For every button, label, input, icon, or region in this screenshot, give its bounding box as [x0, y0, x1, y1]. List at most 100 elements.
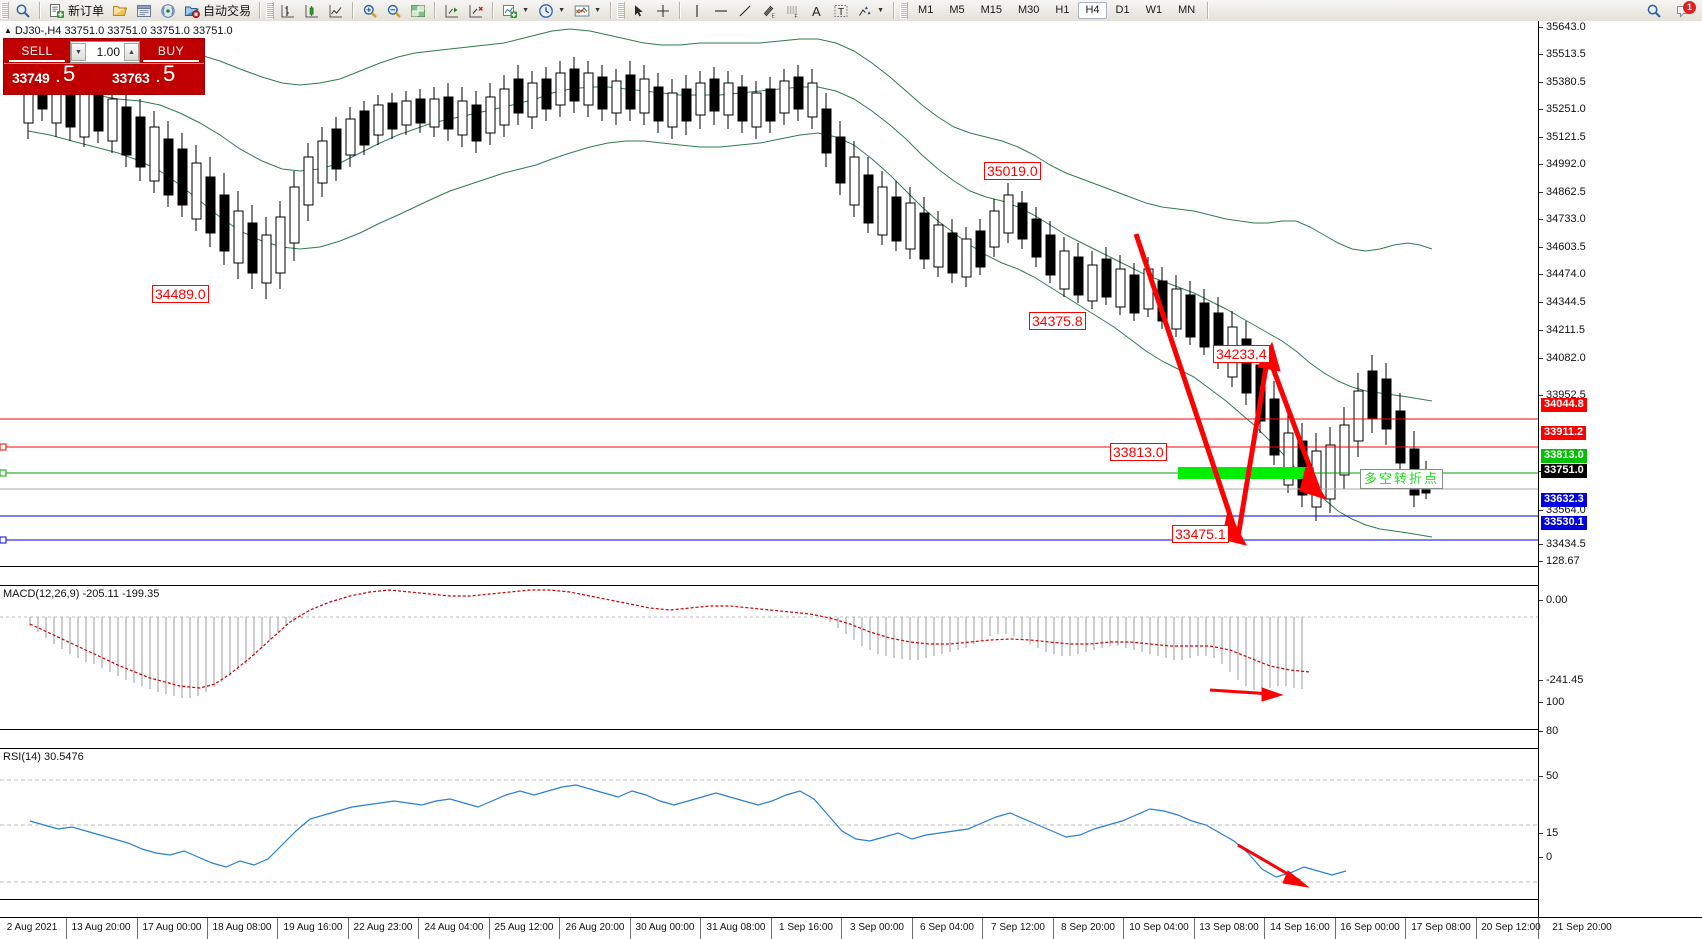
- signal-globe-icon: [161, 3, 175, 18]
- timeframe-m1[interactable]: M1: [918, 4, 934, 16]
- timeframe-m15[interactable]: M15: [980, 4, 1002, 16]
- indicators-button[interactable]: ▼: [498, 0, 534, 21]
- bar-chart-button[interactable]: [276, 0, 300, 21]
- one-click-trading-panel[interactable]: SELL ▼ 1.00 ▲ BUY 33749 . 5 33763 . 5: [3, 38, 205, 95]
- auto-scroll-button[interactable]: [464, 0, 488, 21]
- toolbar-separator: [39, 2, 41, 19]
- price-tag-33911[interactable]: 33911.2: [1541, 426, 1587, 440]
- chevron-down-icon-4[interactable]: ▼: [877, 7, 884, 14]
- price-tag-33632[interactable]: 33632.3: [1541, 493, 1587, 507]
- price-tag-33813[interactable]: 33813.0: [1541, 449, 1587, 463]
- toolbar-grip-4[interactable]: [900, 2, 909, 19]
- strategy-tester-button[interactable]: [156, 0, 180, 21]
- fibonacci-button[interactable]: F: [781, 0, 805, 21]
- toolbar-grip-3[interactable]: [617, 2, 626, 19]
- support-zone-highlight[interactable]: [1178, 467, 1314, 479]
- timeframe-h1[interactable]: H1: [1055, 4, 1070, 16]
- toolbar-grip-2[interactable]: [266, 2, 275, 19]
- zoom-in-button[interactable]: [358, 0, 382, 21]
- volume-value[interactable]: 1.00: [96, 45, 120, 59]
- annot-34489[interactable]: 34489.0: [152, 285, 209, 303]
- annot-34375[interactable]: 34375.8: [1029, 312, 1086, 330]
- tick-label: -241.45: [1546, 674, 1584, 686]
- templates-button[interactable]: ▼: [570, 0, 606, 21]
- collapse-triangle-icon[interactable]: ▲: [4, 26, 12, 35]
- zoom-out-icon: [387, 4, 401, 18]
- text-label-icon: A: [812, 4, 821, 19]
- new-order-button[interactable]: 新订单: [45, 0, 108, 21]
- timeframe-m30[interactable]: M30: [1018, 4, 1040, 16]
- annot-turning-point[interactable]: 多空转折点: [1360, 469, 1444, 489]
- time-axis[interactable]: 2 Aug 2021 13 Aug 20:00 17 Aug 00:00 18 …: [0, 917, 1702, 939]
- trendline-button[interactable]: [733, 0, 757, 21]
- toolbar-right-group: 1: [1642, 0, 1702, 21]
- sell-price[interactable]: 33749 . 5: [4, 61, 104, 93]
- tick-label: 34733.0: [1546, 213, 1586, 225]
- time-label-1: 13 Aug 20:00: [71, 922, 131, 933]
- zoom-out-button[interactable]: [382, 0, 406, 21]
- volume-increase-button[interactable]: ▲: [124, 43, 139, 61]
- volume-decrease-button[interactable]: ▼: [71, 43, 86, 61]
- time-separator: [1053, 918, 1054, 939]
- text-label-button[interactable]: A: [805, 0, 829, 21]
- tile-windows-button[interactable]: [406, 0, 430, 21]
- horizontal-line-button[interactable]: [709, 0, 733, 21]
- annot-33813[interactable]: 33813.0: [1110, 443, 1167, 461]
- price-pane[interactable]: ▲ DJ30-,H4 33751.0 33751.0 33751.0 33751.…: [0, 21, 1538, 567]
- tile-windows-icon: [411, 4, 426, 17]
- auto-trading-button[interactable]: 自动交易: [180, 0, 255, 21]
- annot-33475[interactable]: 33475.1: [1172, 525, 1229, 543]
- annot-35019[interactable]: 35019.0: [984, 162, 1041, 180]
- alerts-button[interactable]: 1: [1672, 0, 1696, 21]
- open-data-folder-button[interactable]: [11, 0, 35, 21]
- market-watch-button[interactable]: [108, 0, 132, 21]
- text-box-button[interactable]: T: [829, 0, 853, 21]
- price-scale[interactable]: 35643.0 35513.5 35380.5 35251.0 35121.5 …: [1538, 21, 1702, 938]
- timeframe-h4[interactable]: H4: [1078, 2, 1107, 19]
- sell-price-int: 33749: [12, 70, 50, 86]
- price-tag-34044[interactable]: 34044.8: [1541, 398, 1587, 412]
- candlestick-chart-button[interactable]: [300, 0, 324, 21]
- macd-pane[interactable]: MACD(12,26,9) -205.11 -199.35: [0, 585, 1538, 730]
- shapes-button[interactable]: ▼: [853, 0, 889, 21]
- sell-button[interactable]: SELL: [9, 42, 65, 62]
- toolbar-grip[interactable]: [1, 2, 9, 19]
- shift-end-button[interactable]: [440, 0, 464, 21]
- tick-label: 15: [1546, 827, 1559, 839]
- tick-label: 34862.5: [1546, 186, 1586, 198]
- price-tag-33530[interactable]: 33530.1: [1541, 516, 1587, 530]
- chart-area[interactable]: ▲ DJ30-,H4 33751.0 33751.0 33751.0 33751.…: [0, 21, 1702, 939]
- tick-dash: [1539, 274, 1543, 275]
- tick-dash: [1539, 247, 1543, 248]
- time-label-4: 19 Aug 16:00: [283, 922, 343, 933]
- volume-stepper[interactable]: ▼ 1.00 ▲: [70, 41, 140, 63]
- buy-price[interactable]: 33763 . 5: [104, 61, 204, 93]
- chart-shift-icon: [445, 4, 459, 17]
- buy-button[interactable]: BUY: [143, 42, 199, 62]
- periodicity-button[interactable]: ▼: [534, 0, 570, 21]
- tick-label: 50: [1546, 770, 1559, 782]
- timeframe-d1[interactable]: D1: [1115, 4, 1130, 16]
- time-separator: [1476, 918, 1477, 939]
- tick-dash: [1539, 510, 1543, 511]
- navigator-button[interactable]: [132, 0, 156, 21]
- tick-dash: [1539, 702, 1543, 703]
- line-chart-button[interactable]: [324, 0, 348, 21]
- timeframe-w1[interactable]: W1: [1145, 4, 1163, 16]
- time-label-7: 25 Aug 12:00: [494, 922, 554, 933]
- cursor-tool-button[interactable]: [627, 0, 651, 21]
- chevron-down-icon-3[interactable]: ▼: [594, 7, 601, 14]
- toolbar-separator-6: [610, 2, 613, 19]
- equidistant-channel-button[interactable]: E: [757, 0, 781, 21]
- timeframe-mn[interactable]: MN: [1178, 4, 1196, 16]
- chevron-down-icon-2[interactable]: ▼: [558, 7, 565, 14]
- vertical-line-button[interactable]: [685, 0, 709, 21]
- search-button[interactable]: [1642, 0, 1666, 21]
- crosshair-tool-button[interactable]: [651, 0, 675, 21]
- tick-dash: [1539, 833, 1543, 834]
- timeframe-m5[interactable]: M5: [949, 4, 965, 16]
- rsi-pane[interactable]: RSI(14) 30.5476: [0, 748, 1538, 900]
- price-tag-33751-current[interactable]: 33751.0: [1541, 464, 1587, 478]
- chevron-down-icon[interactable]: ▼: [522, 7, 529, 14]
- annot-34233[interactable]: 34233.4: [1213, 345, 1270, 363]
